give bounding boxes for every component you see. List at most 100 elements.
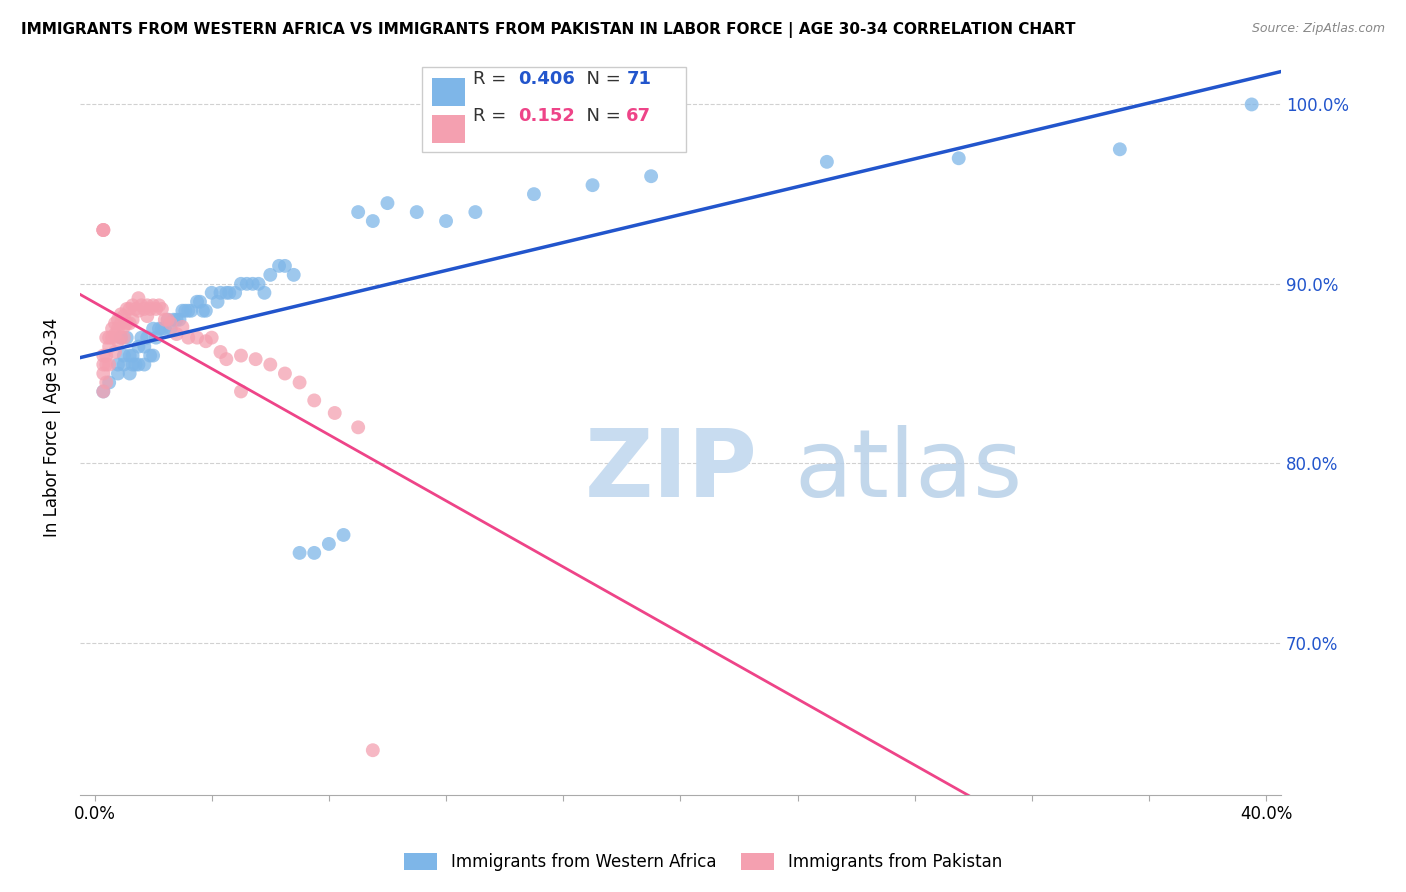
Point (101, 331, 124, 345)
Point (288, 546, 311, 560)
Point (218, 285, 240, 300)
Point (124, 358, 146, 372)
Point (434, 214, 457, 228)
Point (112, 309, 135, 323)
Point (96, 376, 118, 390)
Point (98, 358, 121, 372)
Text: N =: N = (575, 107, 626, 125)
Point (96, 349, 118, 363)
Point (247, 277, 270, 291)
Text: 67: 67 (626, 107, 651, 125)
FancyBboxPatch shape (422, 67, 686, 152)
Point (188, 294, 211, 309)
Point (98, 340, 121, 354)
Point (91, 367, 114, 381)
Point (107, 358, 129, 372)
Point (229, 277, 252, 291)
Point (121, 349, 143, 363)
Point (121, 312, 143, 326)
Point (332, 528, 354, 542)
Point (127, 340, 149, 354)
Point (194, 334, 217, 349)
Point (640, 169, 662, 184)
Point (1240, 97, 1263, 112)
Text: atlas: atlas (794, 425, 1022, 517)
Point (121, 298, 143, 312)
FancyBboxPatch shape (432, 78, 465, 106)
Point (145, 301, 167, 316)
Text: R =: R = (472, 107, 517, 125)
Point (194, 303, 217, 318)
Point (361, 743, 384, 757)
Point (112, 331, 135, 345)
Point (283, 268, 305, 282)
Text: R =: R = (472, 70, 512, 88)
Point (323, 406, 346, 420)
Point (201, 285, 224, 300)
Point (224, 285, 246, 300)
Point (91, 384, 114, 399)
Text: ZIP: ZIP (585, 425, 758, 517)
Point (1108, 142, 1130, 156)
Point (136, 298, 159, 312)
Point (91, 223, 114, 237)
Point (174, 303, 197, 318)
Point (110, 331, 132, 345)
Point (110, 307, 132, 321)
Point (107, 334, 129, 349)
Point (191, 303, 214, 318)
Point (115, 331, 138, 345)
Point (110, 316, 132, 330)
Point (209, 345, 232, 359)
Point (159, 316, 181, 330)
Point (142, 298, 165, 312)
Point (166, 326, 188, 341)
Point (142, 321, 165, 335)
Point (177, 331, 200, 345)
Point (177, 303, 200, 318)
Point (110, 331, 132, 345)
Point (145, 331, 167, 345)
Point (148, 298, 170, 312)
Point (253, 285, 276, 300)
Text: N =: N = (575, 70, 626, 88)
Point (127, 291, 149, 305)
Point (153, 321, 176, 335)
Point (245, 352, 267, 367)
Point (201, 331, 224, 345)
Point (162, 312, 184, 326)
Point (136, 331, 159, 345)
Point (347, 205, 370, 219)
Point (107, 321, 129, 335)
Point (112, 319, 135, 334)
Point (134, 340, 156, 354)
Point (180, 303, 202, 318)
Point (121, 358, 143, 372)
Point (96, 358, 118, 372)
Point (134, 358, 156, 372)
Point (131, 298, 153, 312)
Point (91, 223, 114, 237)
Point (215, 352, 238, 367)
Point (172, 303, 194, 318)
Point (274, 259, 297, 273)
Point (153, 312, 176, 326)
Point (242, 277, 264, 291)
Y-axis label: In Labor Force | Age 30-34: In Labor Force | Age 30-34 (44, 318, 60, 537)
Point (142, 349, 165, 363)
Point (131, 331, 153, 345)
Text: IMMIGRANTS FROM WESTERN AFRICA VS IMMIGRANTS FROM PAKISTAN IN LABOR FORCE | AGE : IMMIGRANTS FROM WESTERN AFRICA VS IMMIGR… (21, 22, 1076, 38)
Point (169, 312, 191, 326)
Text: 71: 71 (626, 70, 651, 88)
Point (118, 367, 141, 381)
Point (229, 349, 252, 363)
Point (127, 303, 149, 318)
Point (347, 420, 370, 434)
Point (186, 294, 208, 309)
Point (302, 546, 325, 560)
Point (361, 214, 384, 228)
Point (115, 316, 138, 330)
Point (91, 223, 114, 237)
Text: Source: ZipAtlas.com: Source: ZipAtlas.com (1251, 22, 1385, 36)
Point (150, 301, 173, 316)
